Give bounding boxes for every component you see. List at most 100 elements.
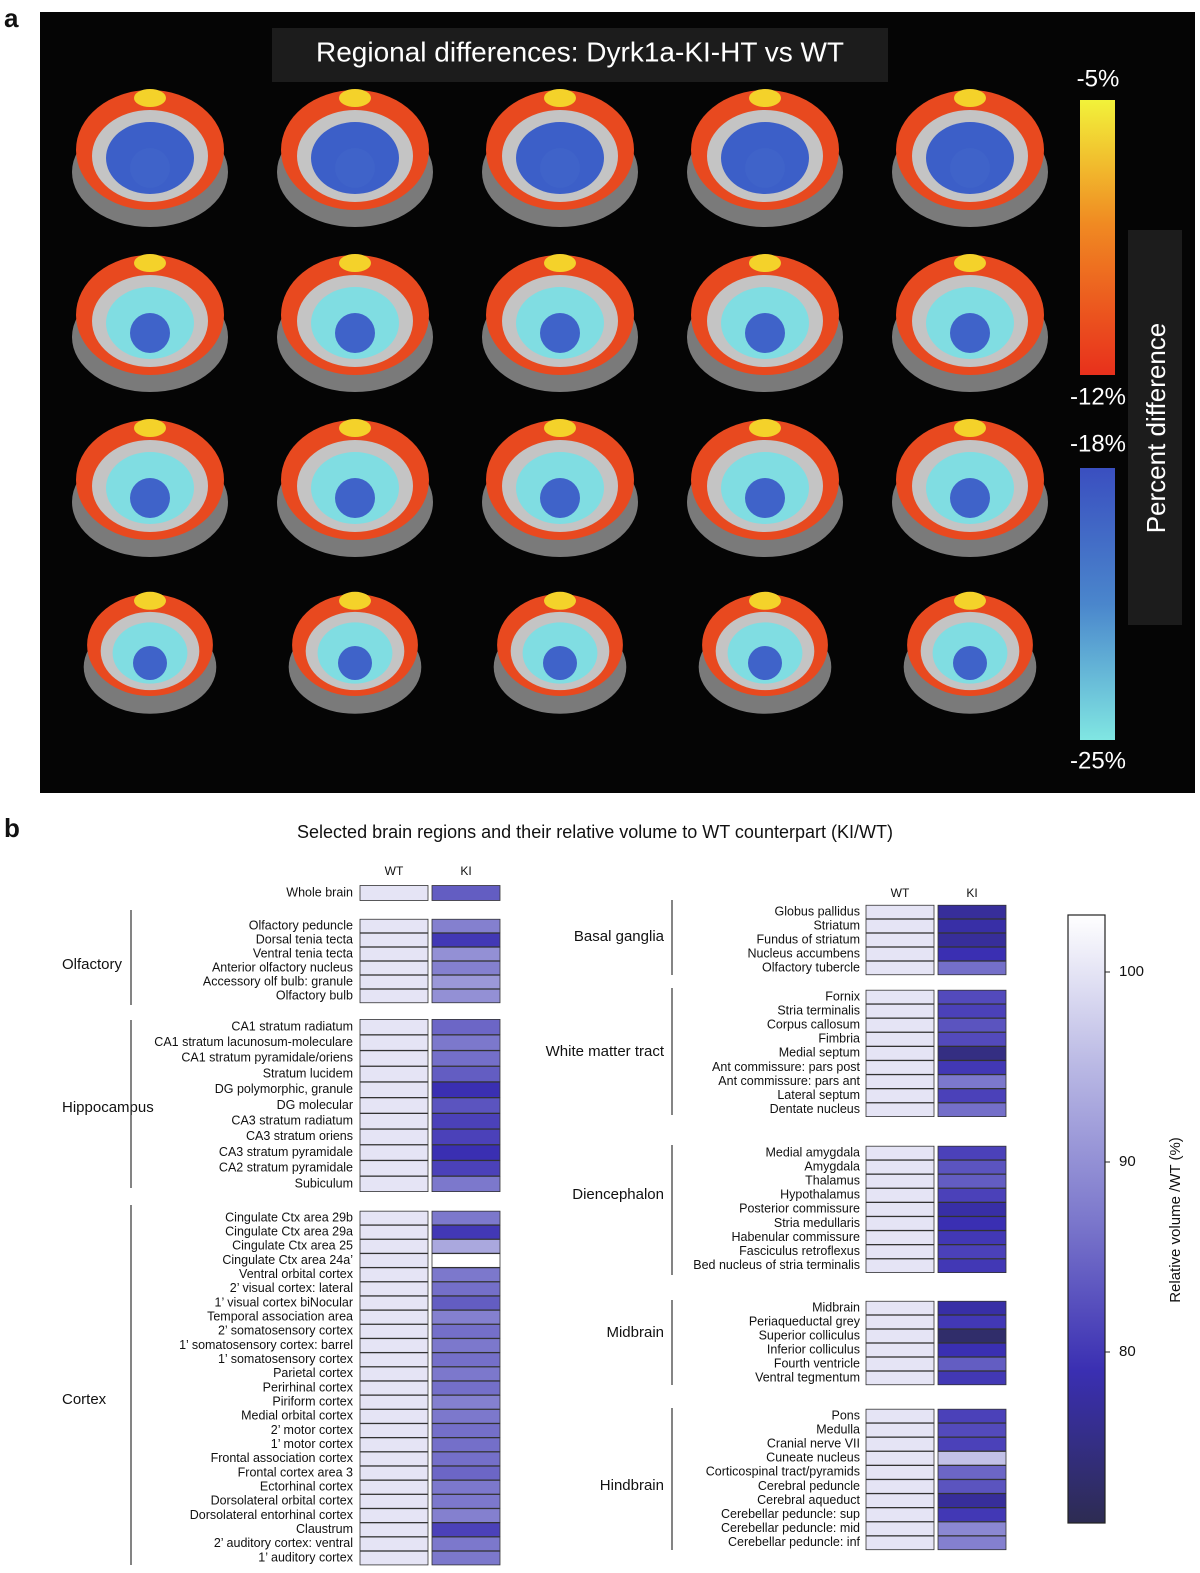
region-label: Whole brain [286,885,353,899]
region-label: Cingulate Ctx area 25 [232,1239,353,1253]
slice-inner [335,148,375,188]
slice-top [134,419,166,437]
slice-inner [335,313,375,353]
ki-cell [431,1295,501,1311]
wt-cell [359,1019,429,1036]
slice-inner [745,478,785,518]
ki-cell [937,1328,1007,1344]
region-label: Cranial nerve VII [767,1436,860,1450]
wt-cell [359,918,429,934]
group-label: Cortex [62,1391,107,1408]
ki-cell [431,1160,501,1177]
wt-cell [865,1244,935,1259]
region-label: Posterior commissure [739,1202,860,1216]
region-label: Ventral orbital cortex [239,1267,354,1281]
ki-cell [937,1408,1007,1424]
ki-cell [431,1366,501,1382]
wt-cell [359,1522,429,1537]
wt-cell [865,1437,935,1452]
wt-cell [865,1370,935,1386]
wt-cell [359,1034,429,1051]
colorbar-label: Relative volume /WT (%) [1167,1137,1184,1303]
wt-cell [865,1451,935,1466]
cool-colorbar [1080,468,1115,740]
colorbar-tick-label: 90 [1119,1153,1136,1170]
ki-cell [937,1159,1007,1175]
wt-cell [865,1159,935,1175]
relative-colorbar [1067,914,1106,1524]
region-label: Ventral tenia tecta [253,946,353,960]
ki-cell [431,1423,501,1438]
region-label: DG molecular [277,1098,353,1112]
region-label: Medial orbital cortex [241,1409,354,1423]
wt-cell [865,1174,935,1189]
wt-cell [865,1032,935,1047]
region-label: Cingulate Ctx area 29b [225,1210,353,1224]
region-label: Dentate nucleus [770,1102,860,1116]
wt-cell [359,1550,429,1566]
scale-title: Percent difference [1141,323,1171,534]
ki-cell [937,918,1007,934]
region-label: Dorsal tenia tecta [256,932,353,946]
region-label: Striatum [813,918,860,932]
region-label: Habenular commissure [731,1230,860,1244]
wt-cell [865,1300,935,1316]
wt-cell [865,1328,935,1344]
wt-cell [865,1465,935,1480]
wt-cell [359,1267,429,1282]
wt-cell [865,1230,935,1245]
ki-cell [937,1003,1007,1019]
slice-top [749,591,781,610]
wt-cell [359,1239,429,1254]
region-label: Hypothalamus [780,1188,860,1202]
ki-cell [431,1394,501,1410]
ki-cell [937,1342,1007,1358]
region-label: 2’ motor cortex [271,1423,354,1437]
ki-cell [431,1437,501,1452]
column-header: WT [385,864,404,878]
ki-cell [937,1356,1007,1372]
region-label: Ant commissure: pars post [712,1060,860,1074]
ki-cell [937,1230,1007,1245]
ki-cell [937,1018,1007,1033]
region-label: Periaqueductal grey [749,1314,861,1328]
colorbar-tick-label: 80 [1119,1343,1136,1360]
wt-cell [865,1408,935,1424]
region-label: Ectorhinal cortex [260,1480,354,1494]
region-label: DG polymorphic, granule [215,1082,353,1096]
slice-inner [133,646,167,680]
slice-inner [543,646,577,680]
slice-top [749,254,781,272]
wt-cell [359,1160,429,1177]
ki-cell [431,1050,501,1067]
slice-top [134,89,166,107]
region-label: CA1 stratum radiatum [231,1019,353,1033]
wt-cell [359,1066,429,1083]
wt-cell [359,932,429,948]
ki-cell [431,1380,501,1396]
group-label: Olfactory [62,956,123,973]
slice-top [954,419,986,437]
wt-cell [359,1394,429,1410]
ki-cell [431,1508,501,1523]
ki-cell [431,1352,501,1367]
colorbar-tick-label: 100 [1119,963,1144,980]
ki-cell [431,1113,501,1130]
region-label: Corticospinal tract/pyramids [706,1465,860,1479]
slice-top [339,591,371,610]
slice-inner [130,313,170,353]
ki-cell [431,946,501,962]
wt-cell [359,1210,429,1226]
region-label: Cuneate nucleus [766,1451,860,1465]
region-label: 2’ auditory cortex: ventral [214,1536,353,1550]
slice-top [339,254,371,272]
slice-inner [950,148,990,188]
ki-cell [937,1314,1007,1330]
region-label: Stria medullaris [774,1216,860,1230]
ki-cell [431,1128,501,1145]
ki-cell [431,1144,501,1161]
wt-cell [865,1258,935,1274]
slice-inner [540,478,580,518]
ki-cell [431,1465,501,1481]
